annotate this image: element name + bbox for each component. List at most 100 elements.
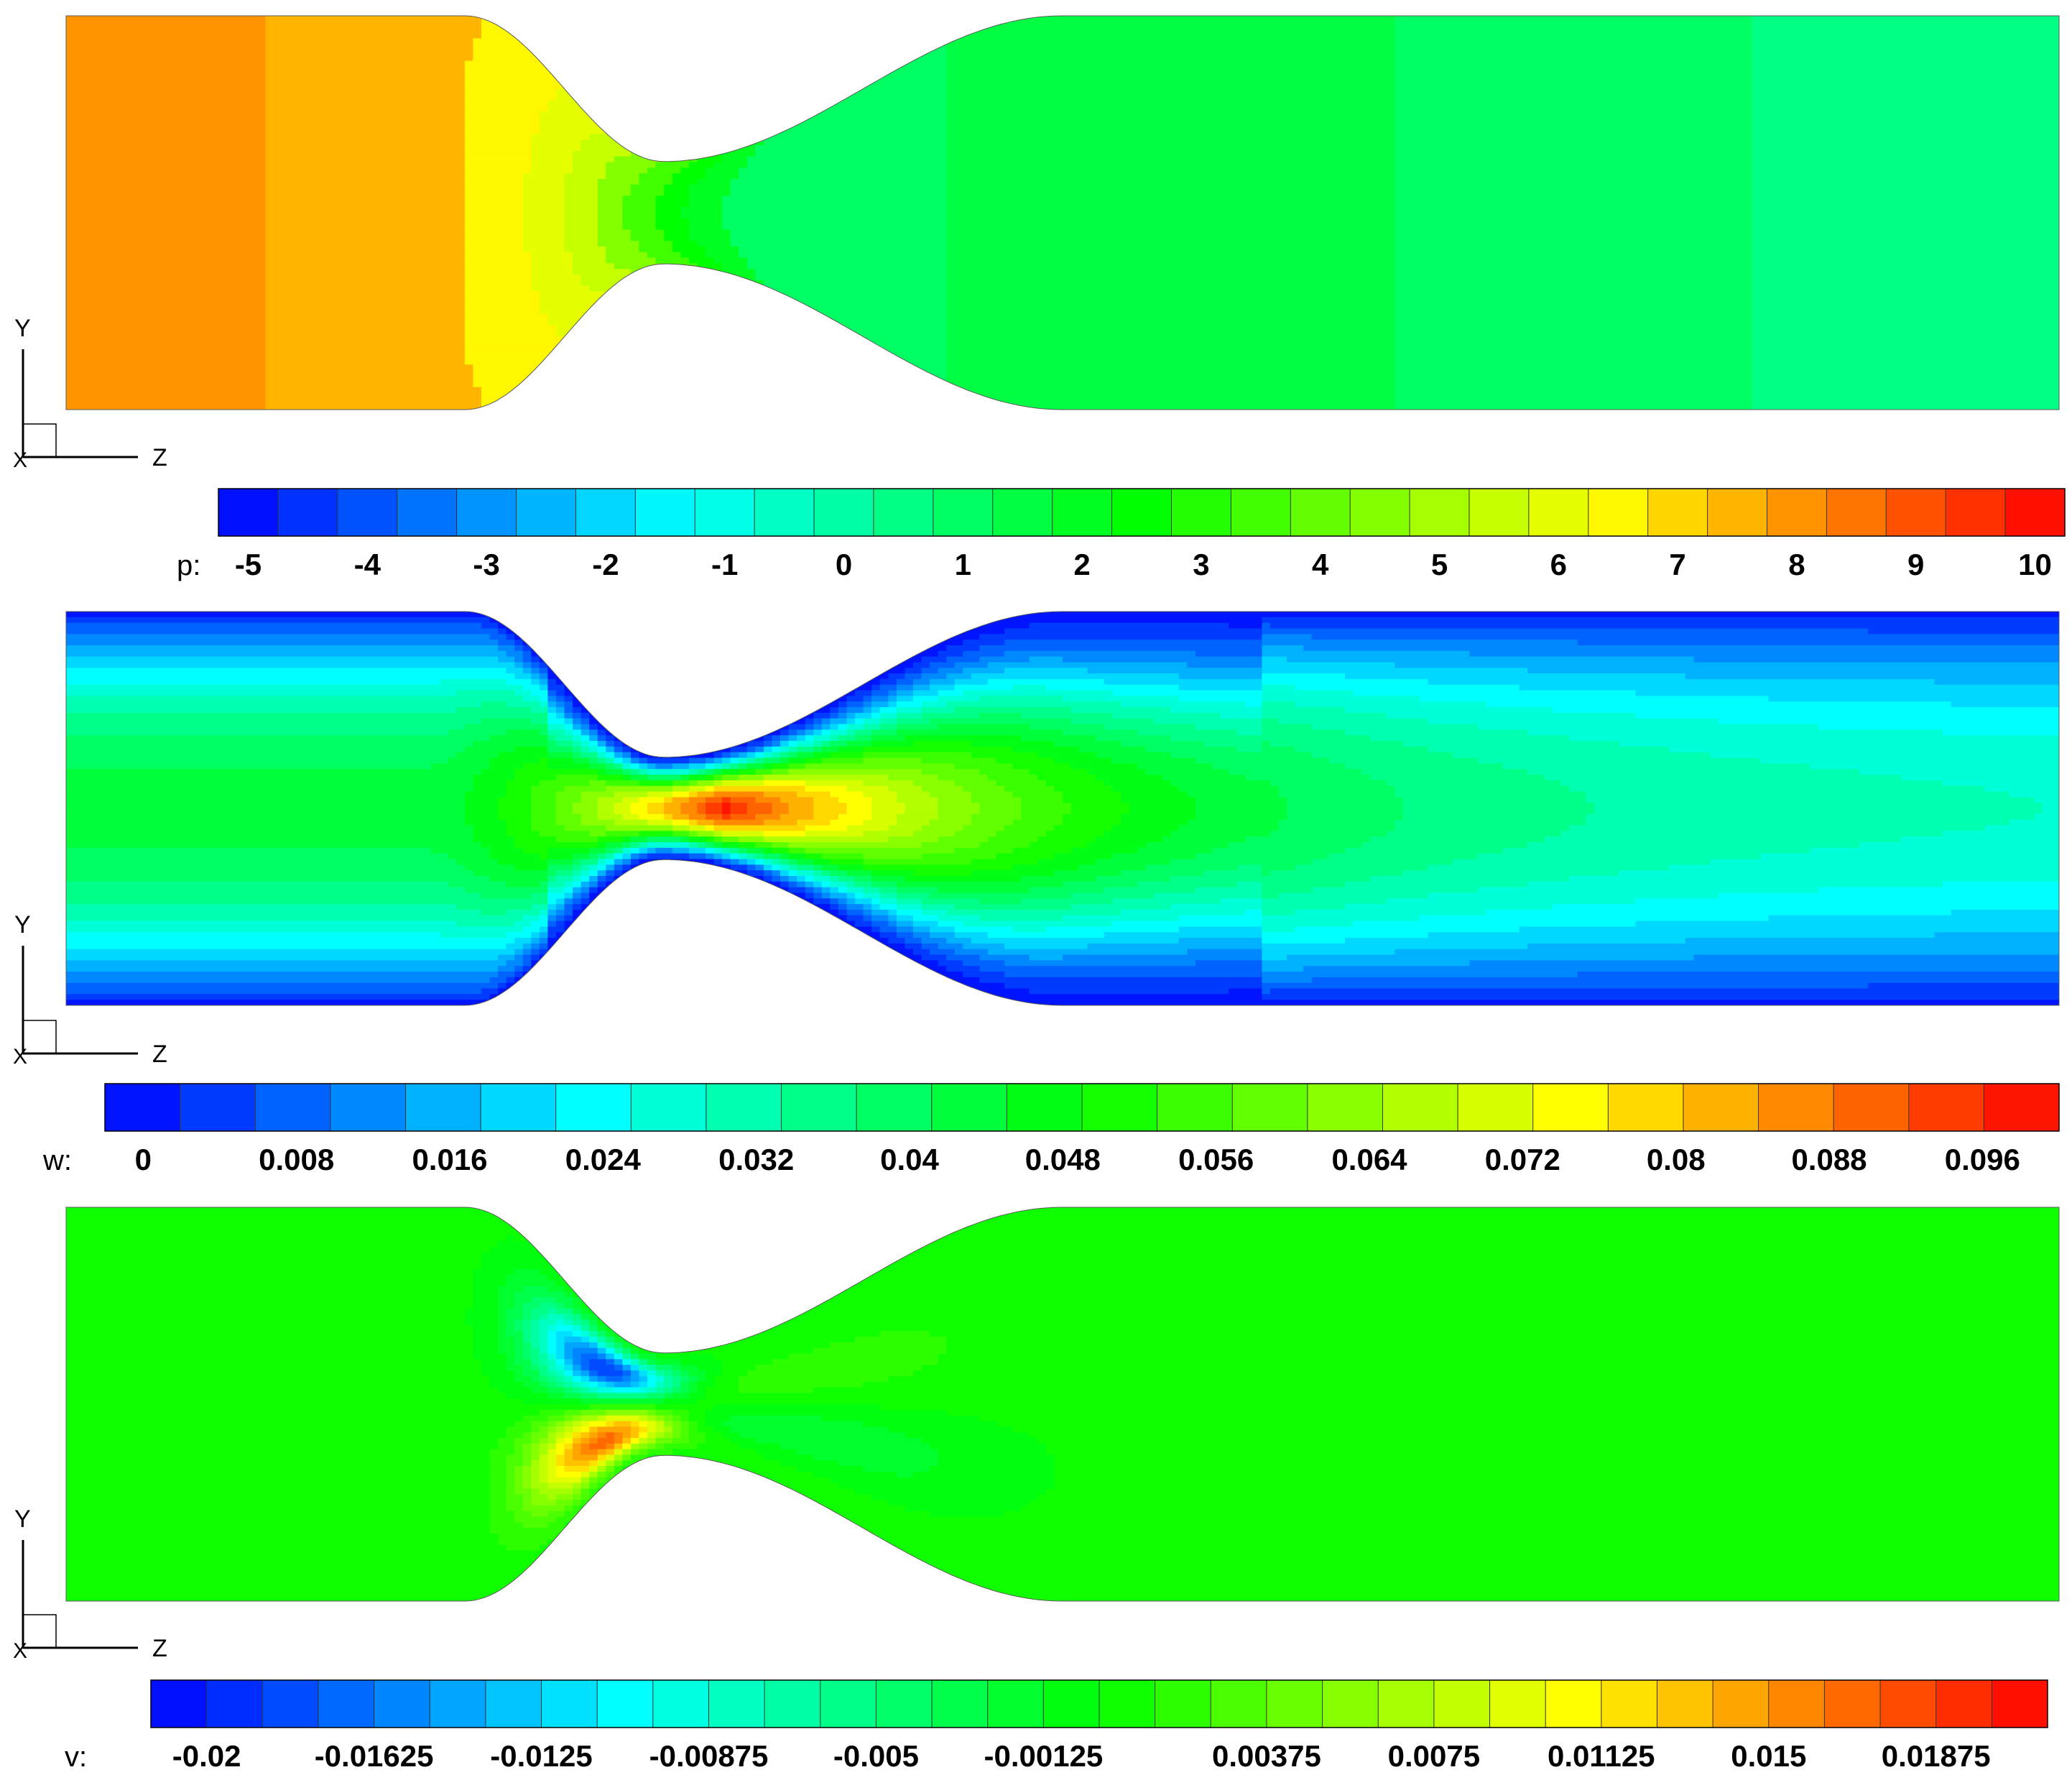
w-band-cell bbox=[979, 803, 1022, 809]
w-band-cell bbox=[506, 943, 524, 950]
p-band-cell bbox=[265, 145, 466, 152]
w-band-cell bbox=[647, 757, 690, 764]
w-band-cell bbox=[489, 735, 548, 742]
w-band-cell bbox=[713, 763, 723, 770]
w-band-cell bbox=[1229, 622, 1262, 630]
w-band-cell bbox=[746, 808, 773, 815]
v-band-cell bbox=[573, 1365, 582, 1371]
v-band-cell bbox=[1054, 1477, 2059, 1484]
w-band-cell bbox=[1137, 729, 1238, 736]
p-band-cell bbox=[522, 223, 565, 231]
p-band-cell bbox=[680, 66, 715, 73]
w-band-cell bbox=[1178, 926, 1262, 933]
p-band-cell bbox=[464, 88, 557, 96]
w-band-cell bbox=[879, 932, 897, 939]
w-band-cell bbox=[979, 634, 1262, 640]
v-band-cell bbox=[531, 1466, 540, 1472]
p-band-cell bbox=[1395, 134, 1752, 140]
v-band-cell bbox=[555, 1365, 565, 1371]
w-band-cell bbox=[547, 662, 914, 668]
v-band-cell bbox=[946, 1347, 2059, 1355]
w-band-cell bbox=[1262, 741, 1271, 747]
v-band-cell bbox=[66, 1516, 491, 1523]
w-band-cell bbox=[66, 831, 473, 837]
w-band-cell bbox=[614, 735, 764, 742]
w-band-cell bbox=[688, 785, 706, 793]
p-band-cell bbox=[1395, 376, 1752, 382]
w-band-cell bbox=[1012, 847, 1072, 854]
p-band-cell bbox=[597, 218, 623, 225]
p-band-cell bbox=[739, 88, 781, 96]
w-band-cell bbox=[930, 718, 1072, 725]
v-band-cell bbox=[930, 1466, 1055, 1472]
p-band-cell bbox=[581, 336, 624, 343]
w-band-cell bbox=[780, 741, 790, 747]
p-band-cell bbox=[1752, 257, 2059, 264]
p-band-cell bbox=[946, 72, 1395, 78]
w-band-cell bbox=[66, 668, 507, 674]
w-band-cell bbox=[464, 791, 507, 798]
p-band-cell bbox=[265, 376, 473, 382]
w-band-cell bbox=[912, 949, 930, 956]
w-band-cell bbox=[813, 797, 839, 803]
w-band-cell bbox=[1402, 741, 1620, 747]
p-band-cell bbox=[946, 38, 1395, 45]
v-colorbar-swatch bbox=[1378, 1680, 1435, 1728]
w-band-cell bbox=[573, 712, 582, 719]
p-band-cell bbox=[739, 347, 781, 354]
w-band-cell bbox=[697, 841, 706, 849]
w-band-cell bbox=[547, 898, 557, 905]
w-band-cell bbox=[1569, 785, 1985, 793]
p-band-cell bbox=[265, 195, 466, 202]
w-band-cell bbox=[581, 752, 598, 759]
w-colorbar-swatch bbox=[1232, 1084, 1308, 1131]
w-band-cell bbox=[672, 819, 690, 826]
v-band-cell bbox=[547, 1387, 565, 1393]
w-band-cell bbox=[555, 904, 565, 910]
w-band-cell bbox=[506, 650, 524, 658]
v-band-cell bbox=[547, 1370, 557, 1377]
v-band-cell bbox=[647, 1454, 764, 1461]
w-band-cell bbox=[1303, 966, 2059, 972]
w-band-cell bbox=[547, 887, 565, 894]
w-band-cell bbox=[555, 875, 573, 882]
w-band-cell bbox=[514, 938, 532, 944]
v-band-cell bbox=[547, 1375, 557, 1383]
p-colorbar-tick-label: -5 bbox=[235, 548, 262, 581]
v-band-cell bbox=[664, 1415, 673, 1422]
v-band-cell bbox=[498, 1387, 532, 1393]
v-band-cell bbox=[639, 1375, 648, 1383]
v-band-cell bbox=[547, 1286, 565, 1293]
w-band-cell bbox=[1004, 972, 1262, 978]
w-band-cell bbox=[564, 898, 573, 905]
p-band-cell bbox=[66, 162, 266, 168]
w-band-cell bbox=[1477, 853, 1761, 860]
v-band-cell bbox=[564, 1303, 573, 1309]
v-band-cell bbox=[639, 1365, 648, 1371]
w-band-cell bbox=[1187, 949, 1263, 956]
v-band-cell bbox=[589, 1319, 598, 1326]
p-band-cell bbox=[713, 122, 739, 129]
w-band-cell bbox=[905, 875, 1022, 882]
w-band-cell bbox=[821, 881, 831, 888]
v-band-cell bbox=[506, 1477, 515, 1484]
w-band-cell bbox=[522, 915, 540, 922]
p-band-cell bbox=[946, 376, 1395, 382]
p-band-cell bbox=[622, 116, 657, 124]
w-band-cell bbox=[531, 797, 557, 803]
w-band-cell bbox=[746, 847, 764, 854]
v-colorbar-swatch bbox=[1713, 1680, 1770, 1728]
w-band-cell bbox=[921, 825, 963, 831]
w-band-cell bbox=[498, 972, 515, 978]
v-band-cell bbox=[589, 1471, 598, 1478]
p-band-cell bbox=[464, 128, 540, 134]
w-band-cell bbox=[1045, 926, 1180, 933]
w-band-cell bbox=[830, 729, 848, 736]
w-band-cell bbox=[846, 893, 856, 899]
p-band-cell bbox=[946, 100, 1395, 106]
p-colorbar-swatch bbox=[337, 489, 398, 536]
p-colorbar-swatch bbox=[1886, 489, 1946, 536]
w-band-cell bbox=[1120, 819, 1188, 826]
w-band-cell bbox=[946, 673, 972, 680]
p-band-cell bbox=[66, 49, 266, 56]
